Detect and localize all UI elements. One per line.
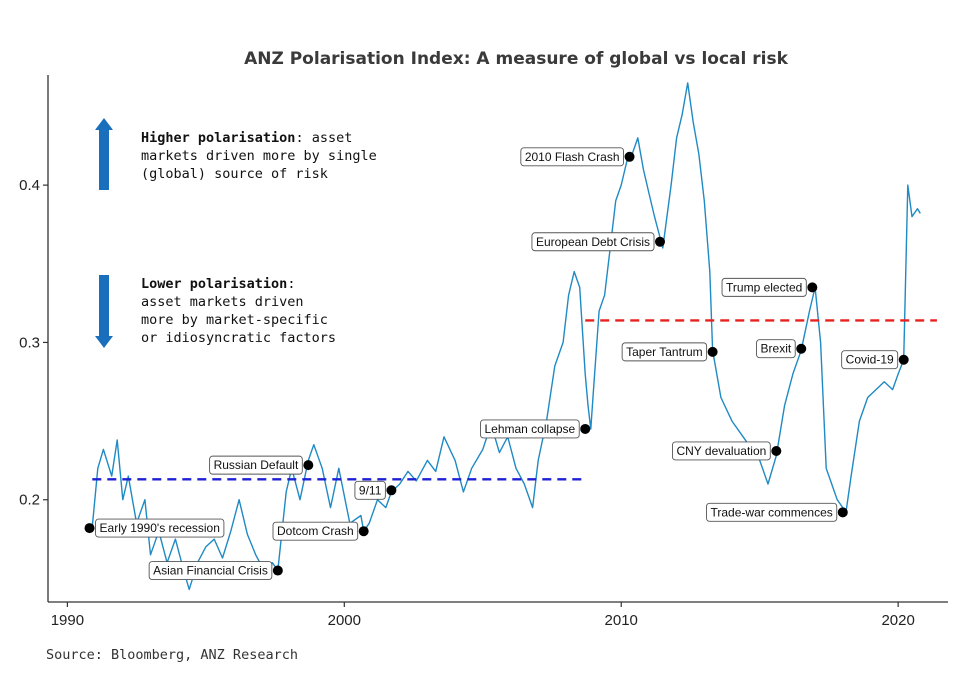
annotation-box [721,277,807,297]
annotation-label: Asian Financial Crisis [153,564,268,578]
annotation-box [621,342,708,362]
chart-title: ANZ Polarisation Index: A measure of glo… [244,49,788,69]
annotation-box [756,339,796,359]
annotation: Dotcom Crash [272,521,369,541]
annotation-label: CNY devaluation [676,444,766,458]
annotation-label: Lehman collapse [484,422,575,436]
annotation: Asian Financial Crisis [148,561,283,580]
x-axis-ticks: 1990 2000 2010 2020 [51,602,915,629]
event-marker [807,282,818,293]
annotation: Early 1990's recession [84,518,225,538]
annotation: 2010 Flash Crash [520,147,635,167]
annotation-label: 2010 Flash Crash [525,150,620,164]
arrow-down-icon [95,275,113,348]
source-note: Source: Bloomberg, ANZ Research [46,647,298,663]
annotation-box [209,455,303,475]
legend-notes: Higher polarisation: asset markets driven… [95,118,377,348]
event-marker [898,354,909,365]
event-marker [272,565,283,576]
annotation-box [148,561,273,580]
event-marker [303,460,314,471]
y-axis-ticks: 0.2 0.3 0.4 [19,177,48,509]
annotation: Taper Tantrum [621,342,718,362]
annotation-label: 9/11 [359,483,382,497]
annotation: European Debt Crisis [531,232,665,252]
annotation: Russian Default [209,455,314,475]
event-marker [358,526,369,537]
x-tick-label: 2000 [328,612,361,629]
annotation: Brexit [756,339,807,359]
event-marker [580,423,591,434]
event-marker [707,346,718,357]
annotation-label: Covid-19 [846,353,894,367]
annotation: CNY devaluation [672,441,782,461]
annotation-box [520,147,624,167]
x-tick-label: 1990 [51,612,84,629]
annotation-box [531,232,655,252]
legend-note-down: Lower polarisation: asset markets driven m… [95,275,336,348]
annotation-box [672,441,771,461]
event-marker [796,343,807,354]
annotation-label: Dotcom Crash [277,524,354,538]
annotation-box [706,502,838,522]
annotation-label: Trade-war commences [711,505,833,519]
annotation-label: Early 1990's recession [100,521,220,535]
annotation: Trump elected [721,277,818,297]
series-line [91,82,921,591]
legend-note-up: Higher polarisation: asset markets driven… [95,118,377,190]
annotation-box [95,518,225,538]
annotation: Covid-19 [841,350,909,370]
annotation-box [841,350,899,370]
event-marker [386,485,397,496]
x-tick-label: 2010 [605,612,638,629]
y-tick-label: 0.3 [19,334,40,351]
y-tick-label: 0.2 [19,492,40,509]
annotation-label: European Debt Crisis [536,235,650,249]
annotation-box [354,480,386,500]
annotation-label: Trump elected [726,280,802,294]
legend-note-text: Higher polarisation: asset markets driven… [141,130,377,182]
annotation: 9/11 [354,480,397,500]
event-marker [624,151,635,162]
annotation-label: Russian Default [214,458,299,472]
event-marker [837,507,848,518]
x-tick-label: 2020 [881,612,914,629]
event-marker [84,523,95,534]
annotation-label: Taper Tantrum [626,345,702,359]
annotation: Trade-war commences [706,502,848,522]
annotation-box [272,521,359,541]
arrow-up-icon [95,118,113,190]
annotation: Lehman collapse [480,419,591,439]
event-marker [655,236,665,247]
event-marker [771,445,782,456]
legend-note-text: Lower polarisation: asset markets driven m… [141,276,336,346]
annotation-label: Brexit [761,342,792,356]
y-tick-label: 0.4 [19,177,40,194]
annotation-box [480,419,580,439]
plot-area: Early 1990's recession Asian Financial Cr… [84,82,937,591]
